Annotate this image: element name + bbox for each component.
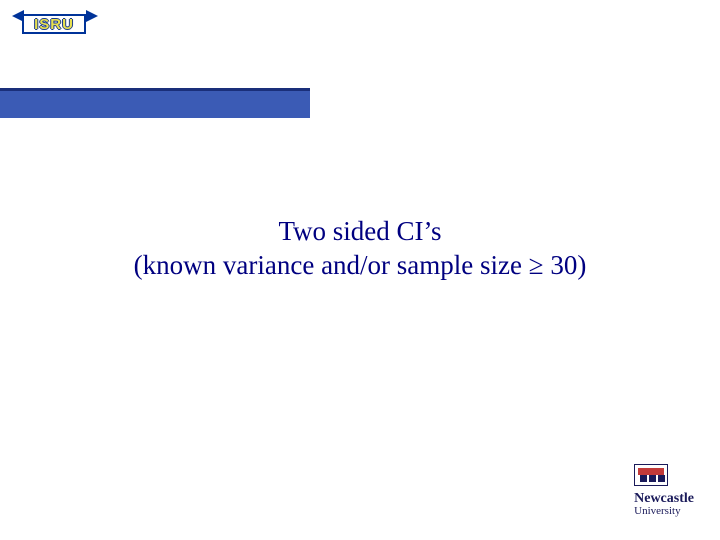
header-bar bbox=[0, 88, 310, 118]
newcastle-logo: Newcastle University bbox=[634, 464, 694, 518]
title-line-1: Two sided CI’s bbox=[0, 215, 720, 249]
university-name: Newcastle University bbox=[634, 492, 694, 518]
uni-name-sub: University bbox=[634, 506, 694, 518]
ribbon-right bbox=[86, 10, 98, 22]
title-line-2: (known variance and/or sample size ≥ 30) bbox=[0, 249, 720, 283]
crest-icon bbox=[634, 464, 668, 486]
uni-name-main: Newcastle bbox=[634, 491, 694, 506]
isru-banner: ISRU bbox=[12, 10, 98, 38]
isru-text: ISRU bbox=[22, 14, 86, 34]
isru-logo: ISRU bbox=[12, 10, 98, 38]
slide-title: Two sided CI’s (known variance and/or sa… bbox=[0, 215, 720, 283]
